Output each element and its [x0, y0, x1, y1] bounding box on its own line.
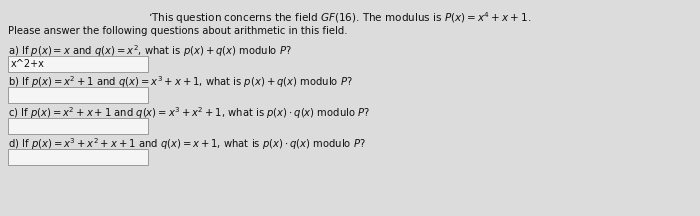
FancyBboxPatch shape: [8, 56, 148, 72]
Text: b) If $p(x) = x^2 + 1$ and $q(x) = x^3 + x + 1$, what is $p(x) + q(x)$ modulo $P: b) If $p(x) = x^2 + 1$ and $q(x) = x^3 +…: [8, 74, 353, 90]
Text: c) If $p(x) = x^2 + x + 1$ and $q(x) = x^3 + x^2 + 1$, what is $p(x) \cdot q(x)$: c) If $p(x) = x^2 + x + 1$ and $q(x) = x…: [8, 105, 370, 121]
Text: Please answer the following questions about arithmetic in this field.: Please answer the following questions ab…: [8, 26, 347, 36]
FancyBboxPatch shape: [8, 87, 148, 103]
Text: a) If $p(x) = x$ and $q(x) = x^2$, what is $p(x) + q(x)$ modulo $P$?: a) If $p(x) = x$ and $q(x) = x^2$, what …: [8, 43, 292, 59]
FancyBboxPatch shape: [8, 118, 148, 134]
Text: x^2+x: x^2+x: [11, 59, 45, 69]
Text: ʼThis question concerns the field $GF(16)$. The modulus is $P(x) = x^4 + x + 1$.: ʼThis question concerns the field $GF(16…: [148, 10, 531, 26]
FancyBboxPatch shape: [8, 149, 148, 165]
Text: d) If $p(x) = x^3 + x^2 + x + 1$ and $q(x) = x + 1$, what is $p(x) \cdot q(x)$ m: d) If $p(x) = x^3 + x^2 + x + 1$ and $q(…: [8, 136, 366, 152]
